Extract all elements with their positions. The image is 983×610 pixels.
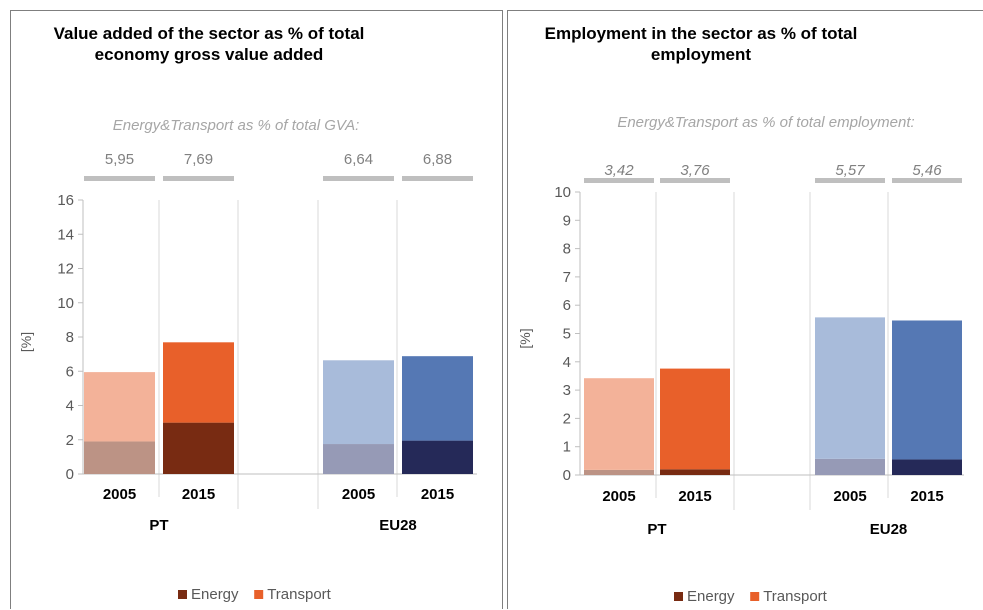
x-tick-label: 2015 xyxy=(678,488,711,505)
y-tick-label: 10 xyxy=(554,184,571,201)
bar-transport xyxy=(815,317,885,459)
y-tick-label: 6 xyxy=(66,363,74,380)
y-tick-label: 3 xyxy=(563,382,571,399)
group-label: EU28 xyxy=(870,521,908,538)
bar-transport xyxy=(402,356,473,441)
legend-label-transport: Transport xyxy=(267,586,331,603)
x-tick-label: 2005 xyxy=(833,488,866,505)
employment-chart: Energy&Transport as % of total employmen… xyxy=(517,114,964,605)
x-tick-label: 2005 xyxy=(342,486,375,503)
annotation-bar xyxy=(402,176,473,181)
annotation-value: 3,76 xyxy=(680,162,710,179)
y-axis-label: [%] xyxy=(517,328,533,348)
y-tick-label: 1 xyxy=(563,439,571,456)
y-tick-label: 4 xyxy=(66,398,74,415)
y-tick-label: 14 xyxy=(57,226,74,243)
group-label: PT xyxy=(647,521,666,538)
y-tick-label: 5 xyxy=(563,326,571,343)
annotation-bar xyxy=(163,176,234,181)
annotation-value: 6,88 xyxy=(423,151,452,168)
x-tick-label: 2015 xyxy=(910,488,943,505)
y-tick-label: 2 xyxy=(563,410,571,427)
x-tick-label: 2005 xyxy=(103,486,136,503)
legend-swatch-transport xyxy=(254,590,264,599)
bar-energy xyxy=(660,469,730,475)
y-tick-label: 8 xyxy=(563,241,571,258)
bar-energy xyxy=(323,444,394,474)
y-tick-label: 7 xyxy=(563,269,571,286)
y-tick-label: 0 xyxy=(66,466,74,483)
y-tick-label: 12 xyxy=(57,261,74,278)
y-tick-label: 4 xyxy=(563,354,571,371)
legend-label-transport: Transport xyxy=(763,588,827,605)
bar-transport xyxy=(584,378,654,470)
gva-chart-panel: Value added of the sector as % of total … xyxy=(10,10,503,609)
bar-energy xyxy=(163,422,234,474)
y-tick-label: 10 xyxy=(57,295,74,312)
annotation-value: 5,95 xyxy=(105,151,134,168)
annotation-value: 5,46 xyxy=(912,162,942,179)
x-tick-label: 2005 xyxy=(602,488,635,505)
annotation-label: Energy&Transport as % of total employmen… xyxy=(617,114,914,131)
group-label: EU28 xyxy=(379,517,417,534)
bar-energy xyxy=(84,441,155,474)
y-tick-label: 16 xyxy=(57,192,74,209)
employment-chart-panel: Employment in the sector as % of total e… xyxy=(507,10,983,609)
y-tick-label: 0 xyxy=(563,467,571,484)
x-tick-label: 2015 xyxy=(182,486,215,503)
legend-swatch-energy xyxy=(178,590,187,599)
annotation-value: 3,42 xyxy=(604,162,634,179)
legend-label-energy: Energy xyxy=(191,586,239,603)
y-axis-label: [%] xyxy=(18,332,34,352)
annotation-bar xyxy=(660,178,730,183)
bar-transport xyxy=(660,368,730,470)
legend-swatch-energy xyxy=(674,592,683,601)
bar-transport xyxy=(892,320,962,460)
bar-transport xyxy=(84,372,155,442)
annotation-bar xyxy=(84,176,155,181)
annotation-value: 5,57 xyxy=(835,162,865,179)
employment-chart-title: Employment in the sector as % of total e… xyxy=(544,24,858,64)
group-label: PT xyxy=(149,517,168,534)
x-tick-label: 2015 xyxy=(421,486,454,503)
bar-energy xyxy=(815,458,885,475)
annotation-label: Energy&Transport as % of total GVA: xyxy=(113,117,360,134)
annotation-bar xyxy=(892,178,962,183)
annotation-bar xyxy=(323,176,394,181)
gva-chart: Energy&Transport as % of total GVA: 5,95 7… xyxy=(18,117,477,603)
annotation-value: 7,69 xyxy=(184,151,213,168)
legend-swatch-transport xyxy=(750,592,760,601)
legend-label-energy: Energy xyxy=(687,588,735,605)
bar-transport xyxy=(323,360,394,445)
bar-energy xyxy=(584,469,654,475)
gva-chart-title: Value added of the sector as % of total … xyxy=(53,24,365,64)
bar-transport xyxy=(163,342,234,423)
annotation-bar xyxy=(815,178,885,183)
y-tick-label: 6 xyxy=(563,297,571,314)
y-tick-label: 8 xyxy=(66,329,74,346)
annotation-bar xyxy=(584,178,654,183)
bar-energy xyxy=(892,459,962,475)
annotation-value: 6,64 xyxy=(344,151,373,168)
bar-energy xyxy=(402,440,473,474)
y-tick-label: 9 xyxy=(563,212,571,229)
y-tick-label: 2 xyxy=(66,432,74,449)
